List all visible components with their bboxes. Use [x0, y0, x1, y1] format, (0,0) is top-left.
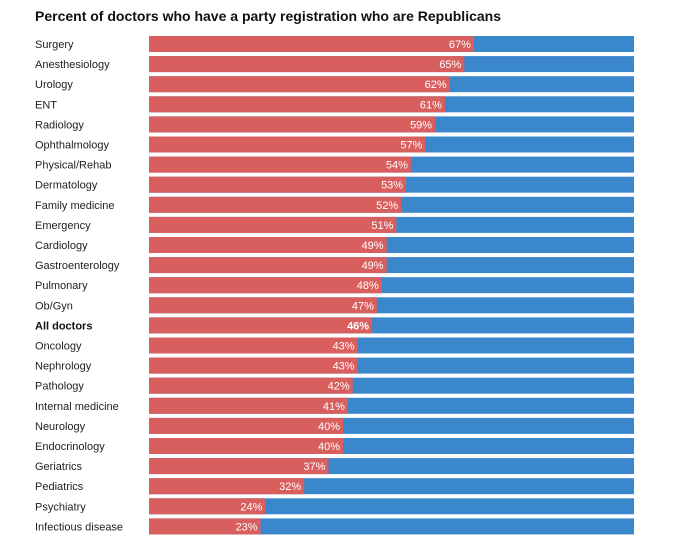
value-label-family-medicine: 52% — [376, 200, 398, 212]
bar-republican-neurology — [149, 417, 343, 434]
bar-remainder-infectious-disease — [149, 518, 634, 535]
category-label-all-doctors: All doctors — [35, 320, 92, 332]
category-label-ophthalmology: Ophthalmology — [35, 140, 109, 152]
bar-republican-pathology — [149, 377, 353, 394]
value-label-pathology: 42% — [328, 381, 350, 393]
category-label-surgery: Surgery — [35, 39, 74, 51]
value-label-emergency: 51% — [371, 220, 393, 232]
bar-republican-dermatology — [149, 176, 407, 193]
category-label-psychiatry: Psychiatry — [35, 501, 86, 513]
category-label-physical-rehab: Physical/Rehab — [35, 160, 111, 172]
category-label-infectious-disease: Infectious disease — [35, 521, 123, 533]
bar-republican-ent — [149, 96, 445, 113]
category-label-emergency: Emergency — [35, 220, 91, 232]
bar-republican-family-medicine — [149, 196, 402, 213]
bar-republican-urology — [149, 76, 450, 93]
bar-republican-gastroenterology — [149, 257, 387, 274]
value-label-pulmonary: 48% — [357, 280, 379, 292]
value-label-endocrinology: 40% — [318, 441, 340, 453]
bar-republican-endocrinology — [149, 438, 343, 454]
value-label-all-doctors: 46% — [347, 320, 369, 332]
category-label-neurology: Neurology — [35, 421, 86, 433]
bar-republican-anesthesiology — [149, 56, 465, 73]
bar-republican-geriatrics — [149, 458, 329, 475]
bar-remainder-psychiatry — [149, 498, 634, 515]
bar-republican-ophthalmology — [149, 136, 426, 153]
bar-republican-oncology — [149, 337, 358, 354]
value-label-surgery: 67% — [449, 39, 471, 51]
chart-title: Percent of doctors who have a party regi… — [35, 8, 501, 24]
value-label-geriatrics: 37% — [303, 461, 325, 473]
category-label-nephrology: Nephrology — [35, 361, 92, 373]
value-label-ob-gyn: 47% — [352, 300, 374, 312]
value-label-infectious-disease: 23% — [236, 521, 258, 533]
category-label-pulmonary: Pulmonary — [35, 280, 88, 292]
category-label-ent: ENT — [35, 99, 57, 111]
bar-republican-psychiatry — [149, 498, 266, 515]
category-label-cardiology: Cardiology — [35, 240, 88, 252]
value-label-oncology: 43% — [333, 341, 355, 353]
category-label-family-medicine: Family medicine — [35, 200, 114, 212]
value-label-pediatrics: 32% — [279, 481, 301, 493]
bar-republican-physical-rehab — [149, 156, 411, 173]
value-label-gastroenterology: 49% — [362, 260, 384, 272]
value-label-neurology: 40% — [318, 421, 340, 433]
value-label-cardiology: 49% — [362, 240, 384, 252]
value-label-ophthalmology: 57% — [400, 140, 422, 152]
value-label-anesthesiology: 65% — [439, 59, 461, 71]
bar-republican-all-doctors — [149, 317, 373, 334]
value-label-radiology: 59% — [410, 119, 432, 131]
value-label-psychiatry: 24% — [240, 501, 262, 513]
category-label-internal-medicine: Internal medicine — [35, 401, 119, 413]
bar-republican-infectious-disease — [149, 518, 261, 535]
category-label-anesthesiology: Anesthesiology — [35, 59, 110, 71]
bar-republican-surgery — [149, 36, 474, 52]
value-label-urology: 62% — [425, 79, 447, 91]
bar-republican-cardiology — [149, 237, 387, 253]
bar-republican-ob-gyn — [149, 297, 377, 314]
category-label-radiology: Radiology — [35, 119, 84, 131]
value-label-nephrology: 43% — [333, 361, 355, 373]
category-label-gastroenterology: Gastroenterology — [35, 260, 120, 272]
category-label-ob-gyn: Ob/Gyn — [35, 300, 73, 312]
category-label-oncology: Oncology — [35, 341, 82, 353]
bar-republican-radiology — [149, 116, 436, 133]
bar-republican-pediatrics — [149, 478, 305, 495]
bar-republican-internal-medicine — [149, 397, 348, 414]
category-label-endocrinology: Endocrinology — [35, 441, 105, 453]
bar-republican-nephrology — [149, 357, 358, 374]
bar-republican-pulmonary — [149, 277, 382, 294]
category-label-pathology: Pathology — [35, 381, 84, 393]
value-label-ent: 61% — [420, 99, 442, 111]
bar-republican-emergency — [149, 216, 397, 233]
category-label-dermatology: Dermatology — [35, 180, 98, 192]
category-label-urology: Urology — [35, 79, 73, 91]
category-label-pediatrics: Pediatrics — [35, 481, 84, 493]
category-label-geriatrics: Geriatrics — [35, 461, 83, 473]
value-label-physical-rehab: 54% — [386, 160, 408, 172]
value-label-dermatology: 53% — [381, 180, 403, 192]
value-label-internal-medicine: 41% — [323, 401, 345, 413]
